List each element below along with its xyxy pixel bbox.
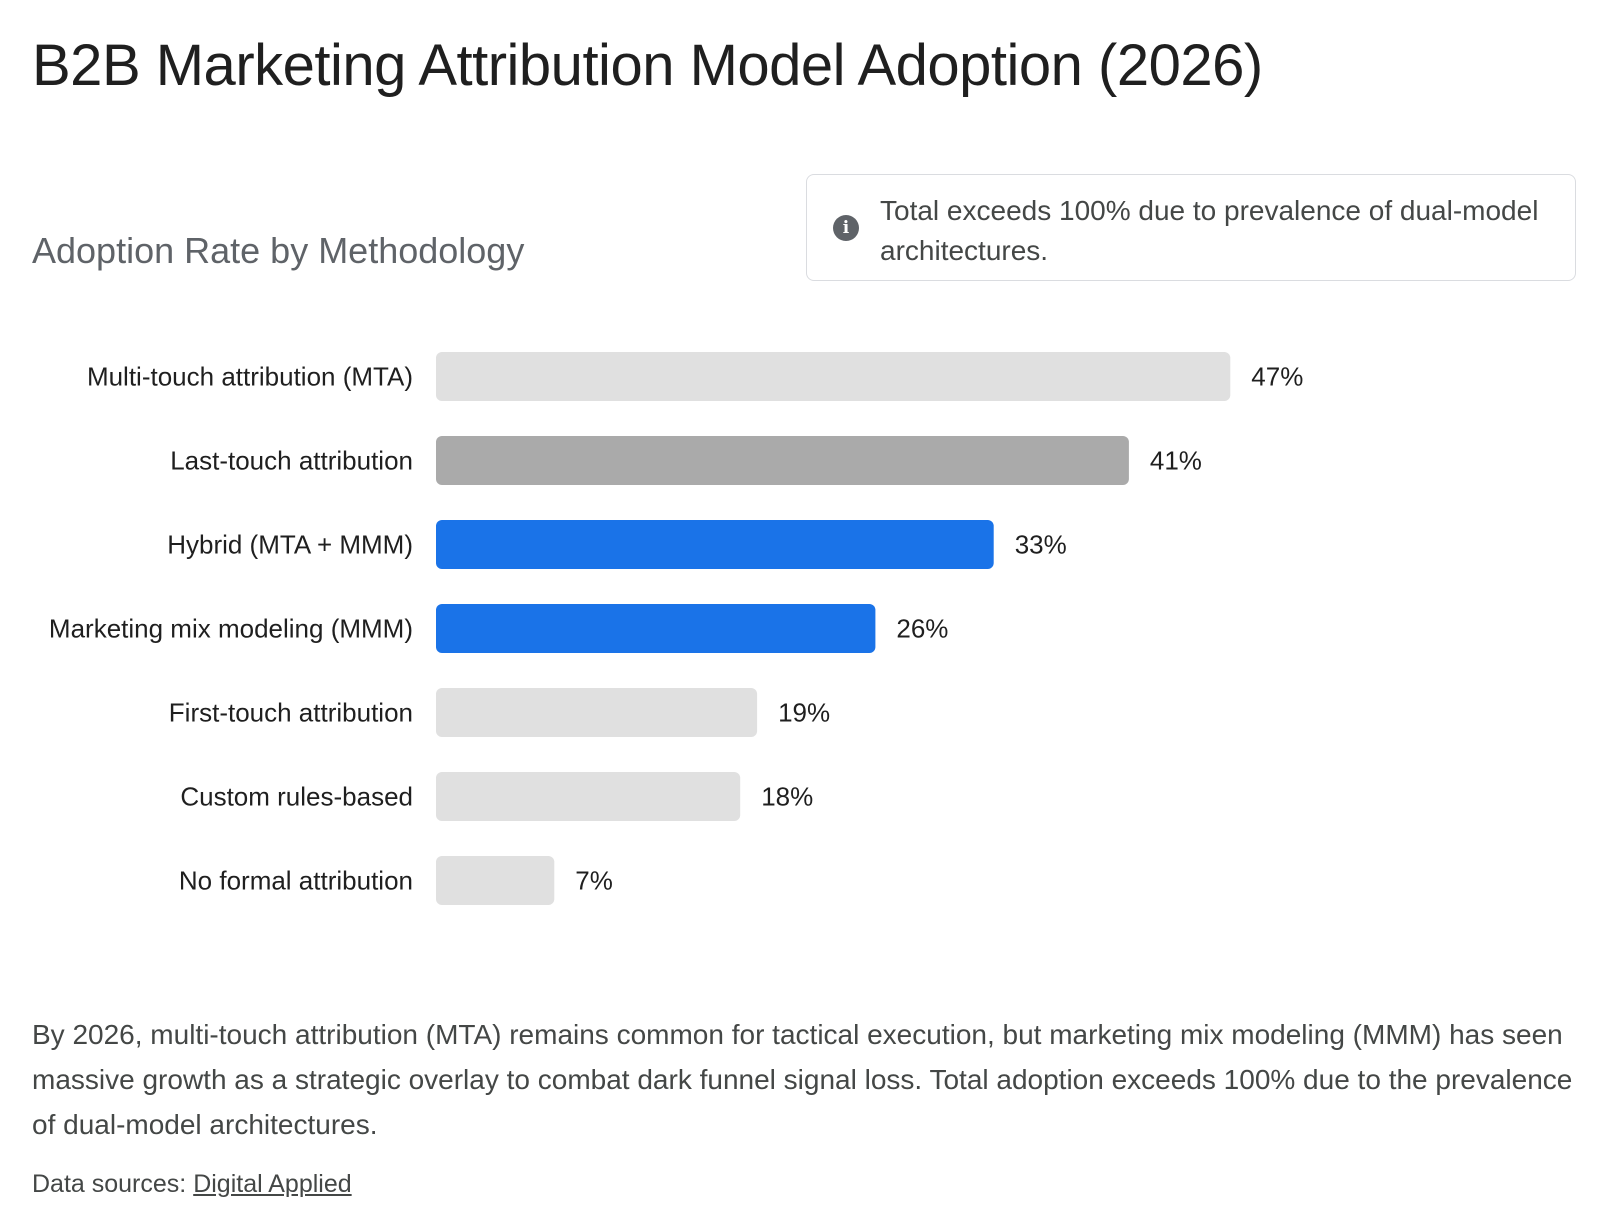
bar bbox=[436, 520, 994, 569]
value-label: 18% bbox=[761, 782, 813, 812]
value-label: 33% bbox=[1015, 530, 1067, 560]
info-note: i Total exceeds 100% due to prevalence o… bbox=[806, 174, 1576, 281]
category-label: Hybrid (MTA + MMM) bbox=[167, 530, 413, 560]
info-icon: i bbox=[833, 215, 859, 241]
bar-chart: Multi-touch attribution (MTA) 47% Last-tou… bbox=[0, 330, 1600, 930]
value-label: 7% bbox=[575, 866, 613, 896]
value-label: 47% bbox=[1251, 362, 1303, 392]
chart-description: By 2026, multi-touch attribution (MTA) r… bbox=[32, 1019, 1573, 1140]
bar bbox=[436, 856, 555, 905]
category-label: Custom rules-based bbox=[180, 782, 413, 812]
category-label: Multi-touch attribution (MTA) bbox=[87, 362, 413, 392]
category-label: First-touch attribution bbox=[169, 698, 413, 728]
value-label: 19% bbox=[778, 698, 830, 728]
bar bbox=[436, 772, 741, 821]
category-label: Marketing mix modeling (MMM) bbox=[49, 614, 413, 644]
page-title: B2B Marketing Attribution Model Adoption… bbox=[32, 33, 1263, 98]
value-label: 26% bbox=[896, 614, 948, 644]
bar-chart-svg: Multi-touch attribution (MTA) 47% Last-tou… bbox=[49, 352, 1303, 905]
sources-label: Data sources: bbox=[32, 1170, 187, 1198]
category-label: No formal attribution bbox=[179, 866, 413, 896]
sources-link[interactable]: Digital Applied bbox=[193, 1170, 352, 1198]
bar bbox=[436, 604, 876, 653]
data-sources: Data sources: Digital Applied bbox=[32, 1170, 352, 1199]
category-label: Last-touch attribution bbox=[170, 446, 413, 476]
chart-subtitle: Adoption Rate by Methodology bbox=[32, 230, 525, 271]
bar bbox=[436, 436, 1129, 485]
bar bbox=[436, 352, 1231, 401]
bar bbox=[436, 688, 758, 737]
value-label: 41% bbox=[1150, 446, 1202, 476]
info-note-text: Total exceeds 100% due to prevalence of … bbox=[880, 195, 1539, 266]
